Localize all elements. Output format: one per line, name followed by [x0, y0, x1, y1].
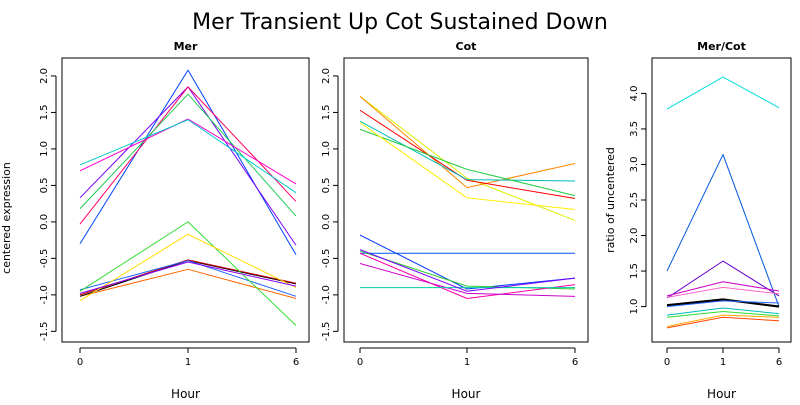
y-tick-label: 1.5 [39, 104, 50, 120]
y-tick-label: 1.5 [629, 263, 640, 279]
series-line-1 [359, 95, 576, 221]
x-tick-label: 1 [185, 357, 191, 368]
y-tick-label: -1.5 [39, 322, 50, 342]
series-group [666, 76, 780, 329]
x-tick-label: 1 [464, 357, 470, 368]
y-tick-label: 0.0 [39, 214, 50, 230]
y-axis: -1.5 -1.0 -0.5 0.0 0.5 1.0 1.5 2.0 [39, 68, 57, 342]
x-tick-label: 0 [664, 357, 670, 368]
y-tick-label: 4.0 [629, 85, 640, 101]
y-tick-label: -0.5 [321, 249, 332, 269]
y-tick-label: 3.0 [629, 157, 640, 173]
plot-frame [651, 57, 792, 343]
series-line-7 [79, 268, 297, 299]
plot-frame [343, 57, 589, 343]
series-group [79, 69, 297, 326]
y-tick-label: 1.0 [629, 299, 640, 315]
series-line-2 [666, 154, 780, 307]
series-line-11 [666, 316, 780, 329]
panel-2: Cot -1.5 -1.0 -0.5 0.0 0.5 1.0 1.5 2.0 0 1 6 Hour [321, 40, 589, 401]
series-line-9 [666, 311, 780, 318]
y-axis: -1.5 -1.0 -0.5 0.0 0.5 1.0 1.5 2.0 [321, 68, 339, 342]
series-line-6 [666, 298, 780, 308]
series-line-8 [666, 307, 780, 316]
x-axis: 0 1 6 [664, 347, 782, 368]
y-tick-label: 2.0 [39, 68, 50, 84]
series-line-4 [79, 93, 297, 217]
y-tick-label: 0.0 [321, 214, 332, 230]
panel-3: Mer/Cot 1.0 1.5 2.0 2.5 3.0 3.5 4.0 0 1 6 Hour ratio… [604, 40, 792, 401]
series-line-3 [359, 109, 576, 200]
series-line-5 [79, 118, 297, 185]
panel-y-axis-label: ratio of uncentered [604, 147, 617, 253]
series-line-13 [359, 249, 576, 292]
panel-1: Mer -1.5 -1.0 -0.5 0.0 0.5 1.0 1.5 2.0 0 1 6 Hour [39, 40, 310, 401]
y-tick-label: 1.0 [321, 141, 332, 157]
series-line-11 [79, 221, 297, 326]
x-tick-label: 1 [720, 357, 726, 368]
series-line-6 [359, 122, 576, 210]
series-line-12 [79, 233, 297, 302]
y-tick-label: -1.0 [39, 285, 50, 305]
y-tick-label: 0.5 [39, 177, 50, 193]
series-line-5 [666, 286, 780, 298]
y-tick-label: -1.0 [321, 285, 332, 305]
series-line-11 [359, 263, 576, 297]
series-line-3 [79, 86, 297, 225]
x-tick-label: 0 [357, 357, 363, 368]
series-line-1 [79, 69, 297, 255]
x-axis: 0 1 6 [77, 347, 299, 368]
y-tick-label: 3.5 [629, 121, 640, 137]
series-line-1 [666, 76, 780, 110]
y-axis-label: centered expression [0, 162, 13, 274]
x-tick-label: 0 [77, 357, 83, 368]
series-line-10 [359, 252, 576, 300]
y-tick-label: -1.5 [321, 322, 332, 342]
x-tick-label: 6 [776, 357, 782, 368]
figure-title: Mer Transient Up Cot Sustained Down [192, 10, 608, 35]
x-axis-title: Hour [452, 387, 481, 400]
y-tick-label: 0.5 [321, 177, 332, 193]
y-tick-label: 1.0 [39, 141, 50, 157]
series-line-3 [666, 260, 780, 299]
y-axis: 1.0 1.5 2.0 2.5 3.0 3.5 4.0 [629, 85, 647, 315]
panel-title: Cot [456, 40, 477, 53]
series-line-10 [79, 260, 297, 297]
x-tick-label: 6 [293, 357, 299, 368]
x-axis-title: Hour [707, 387, 736, 400]
series-line-4 [359, 120, 576, 182]
series-line-5 [359, 128, 576, 197]
series-line-7 [666, 300, 780, 308]
y-tick-label: 2.0 [629, 228, 640, 244]
x-axis-title: Hour [171, 387, 200, 400]
y-tick-label: 1.5 [321, 104, 332, 120]
series-group [359, 95, 576, 300]
y-tick-label: 2.0 [321, 68, 332, 84]
series-line-2 [359, 95, 576, 189]
series-line-10 [666, 314, 780, 327]
series-line-6 [79, 119, 297, 194]
series-line-9 [359, 250, 576, 290]
x-tick-label: 6 [572, 357, 578, 368]
series-line-4 [666, 281, 780, 297]
plot-frame [61, 57, 310, 343]
x-axis: 0 1 6 [357, 347, 578, 368]
panel-title: Mer [174, 40, 198, 53]
series-line-13 [79, 261, 297, 294]
y-tick-label: 2.5 [629, 192, 640, 208]
panel-title: Mer/Cot [697, 40, 746, 53]
y-tick-label: -0.5 [39, 249, 50, 269]
